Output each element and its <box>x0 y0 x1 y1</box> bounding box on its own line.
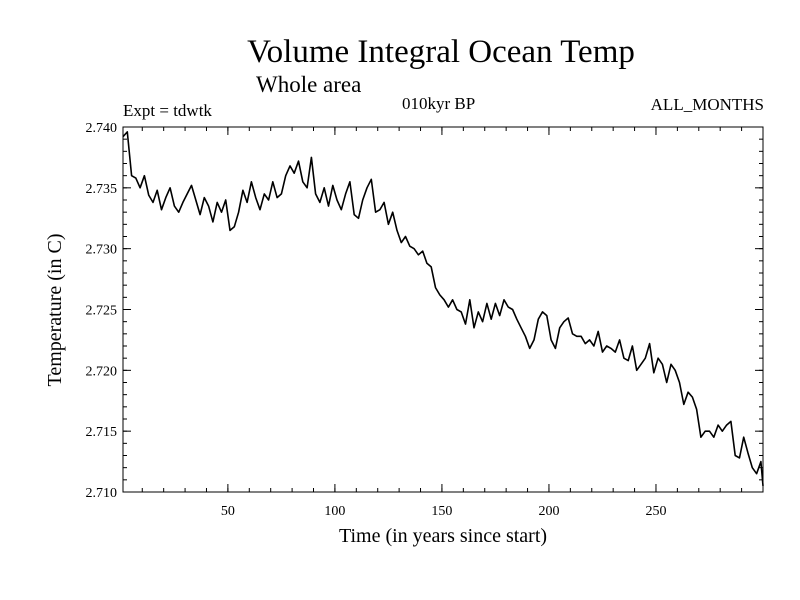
y-tick-label: 2.730 <box>86 243 118 258</box>
chart-subtitle: Whole area <box>256 72 362 97</box>
x-axis-label: Time (in years since start) <box>339 525 547 547</box>
plot-area <box>122 126 764 493</box>
y-axis-label: Temperature (in C) <box>44 234 66 387</box>
y-tick-label: 2.740 <box>86 121 118 136</box>
tick-labels: 2.710 2.715 2.720 2.725 2.730 2.735 2.740 50 100… <box>86 121 667 519</box>
months-label: ALL_MONTHS <box>650 95 764 114</box>
experiment-label: Expt = tdwtk <box>123 101 212 120</box>
chart-title: Volume Integral Ocean Temp <box>247 34 635 70</box>
axis-ticks <box>123 126 763 493</box>
x-tick-label: 200 <box>538 504 559 519</box>
y-tick-label: 2.735 <box>86 182 118 197</box>
x-tick-label: 150 <box>431 504 452 519</box>
x-tick-label: 100 <box>324 504 345 519</box>
x-tick-label: 250 <box>645 504 666 519</box>
series-line-ocean-temp <box>122 131 764 486</box>
y-tick-label: 2.715 <box>86 425 118 440</box>
x-tick-label: 50 <box>221 504 235 519</box>
y-tick-label: 2.725 <box>86 304 118 319</box>
period-label: 010kyr BP <box>402 94 476 113</box>
y-tick-label: 2.710 <box>86 486 118 501</box>
y-tick-label: 2.720 <box>86 364 118 379</box>
